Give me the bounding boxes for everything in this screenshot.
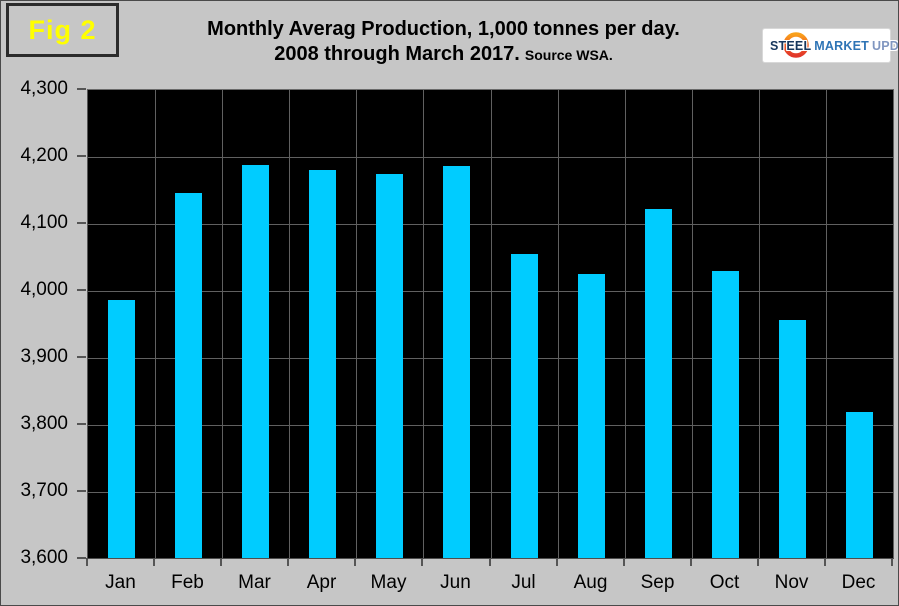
vertical-gridline — [289, 90, 290, 559]
x-axis-tick — [556, 559, 558, 566]
x-axis-tick — [891, 559, 893, 566]
x-axis-label: Mar — [238, 572, 271, 593]
vertical-gridline — [692, 90, 693, 559]
bar-may — [376, 174, 403, 559]
x-axis-label: Dec — [841, 572, 876, 593]
bar-jun — [443, 166, 470, 559]
horizontal-gridline — [88, 425, 893, 426]
x-axis-label: May — [370, 572, 407, 593]
x-axis-tick — [690, 559, 692, 566]
y-axis-label: 3,700 — [20, 480, 68, 501]
y-axis-label: 4,300 — [20, 78, 68, 99]
bar-dec — [846, 412, 873, 559]
y-axis-label: 3,600 — [20, 547, 68, 568]
y-axis-tick — [77, 356, 86, 358]
logo-crescent-icon — [783, 32, 809, 58]
plot-area — [87, 89, 894, 559]
vertical-gridline — [155, 90, 156, 559]
fig-label-box: Fig 2 — [6, 3, 119, 57]
horizontal-gridline — [88, 224, 893, 225]
x-axis-tick — [354, 559, 356, 566]
vertical-gridline — [423, 90, 424, 559]
y-axis-label: 3,900 — [20, 346, 68, 367]
vertical-gridline — [759, 90, 760, 559]
x-axis-label: Apr — [306, 572, 337, 593]
bar-aug — [578, 274, 605, 559]
bar-sep — [645, 209, 672, 559]
x-axis-tick — [623, 559, 625, 566]
bar-feb — [175, 193, 202, 559]
y-axis-tick — [77, 155, 86, 157]
x-axis-tick — [86, 559, 88, 566]
y-axis-label: 4,000 — [20, 279, 68, 300]
x-axis-tick — [489, 559, 491, 566]
x-axis-label: Oct — [709, 572, 740, 593]
logo-text: STEEL MARKET UPDATE — [763, 29, 898, 62]
bar-oct — [712, 271, 739, 559]
x-axis-tick — [824, 559, 826, 566]
y-axis-tick — [77, 222, 86, 224]
x-axis-label: Jan — [105, 572, 136, 593]
y-axis-tick — [77, 289, 86, 291]
logo-word-update: UPDATE — [871, 38, 899, 53]
x-axis-label: Jun — [440, 572, 471, 593]
x-axis-label: Nov — [774, 572, 809, 593]
y-axis-label: 3,800 — [20, 413, 68, 434]
vertical-gridline — [356, 90, 357, 559]
vertical-gridline — [558, 90, 559, 559]
y-axis-tick — [77, 423, 86, 425]
vertical-gridline — [491, 90, 492, 559]
vertical-gridline — [826, 90, 827, 559]
horizontal-gridline — [88, 492, 893, 493]
vertical-gridline — [625, 90, 626, 559]
logo-word-steel: STEEL — [770, 38, 812, 53]
chart-subtitle: 2008 through March 2017. — [274, 43, 520, 65]
x-axis-tick — [220, 559, 222, 566]
x-axis-tick — [421, 559, 423, 566]
y-axis-label: 4,100 — [20, 212, 68, 233]
horizontal-gridline — [88, 157, 893, 158]
bar-nov — [779, 320, 806, 559]
x-axis-line — [86, 558, 894, 559]
bar-mar — [242, 165, 269, 559]
x-axis-tick — [287, 559, 289, 566]
bar-jul — [511, 254, 538, 559]
x-axis-label: Feb — [171, 572, 204, 593]
x-axis-tick — [153, 559, 155, 566]
x-axis-label: Sep — [640, 572, 675, 593]
vertical-gridline — [222, 90, 223, 559]
x-axis-label: Jul — [511, 572, 536, 593]
chart-title-line-1: Monthly Averag Production, 1,000 tonnes … — [207, 18, 680, 40]
source-note: Source WSA. — [524, 47, 613, 63]
horizontal-gridline — [88, 291, 893, 292]
bar-apr — [309, 170, 336, 559]
fig-label: Fig 2 — [28, 14, 97, 45]
logo-word-market: MARKET — [814, 38, 869, 53]
steel-market-update-logo: STEEL MARKET UPDATE — [763, 29, 898, 62]
y-axis-tick — [77, 557, 86, 559]
chart-title-line-2: 2008 through March 2017. Source WSA. — [129, 42, 758, 68]
y-axis-tick — [77, 88, 86, 90]
x-axis-tick — [757, 559, 759, 566]
chart-title-block: Monthly Averag Production, 1,000 tonnes … — [129, 17, 758, 68]
bar-jan — [108, 300, 135, 559]
horizontal-gridline — [88, 358, 893, 359]
x-axis-label: Aug — [573, 572, 608, 593]
y-axis-label: 4,200 — [20, 145, 68, 166]
y-axis-tick — [77, 490, 86, 492]
